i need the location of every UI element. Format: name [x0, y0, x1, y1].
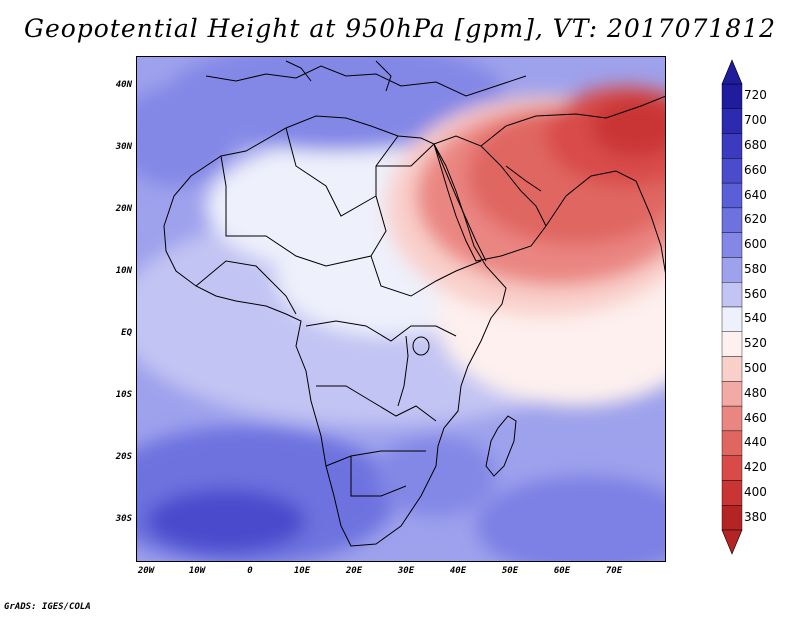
- border-south-africa: [350, 456, 407, 497]
- colorbar-label: 420: [744, 460, 767, 475]
- colorbar-label: 440: [744, 435, 767, 450]
- x-label-20e: 20E: [345, 566, 363, 576]
- arabia-coast: [433, 135, 547, 262]
- field-indian-ocean: [476, 476, 666, 562]
- colorbar-label: 720: [744, 88, 767, 103]
- europe-coast: [205, 65, 527, 97]
- colorbar-cell: [721, 232, 743, 258]
- field-pakistan-core: [591, 96, 666, 156]
- x-label-10w: 10W: [188, 566, 206, 576]
- border-rift: [397, 335, 409, 407]
- colorbar-cell: [721, 480, 743, 506]
- border-west-africa: [195, 260, 297, 315]
- greece-coast: [375, 60, 392, 92]
- colorbar-cell: [721, 182, 743, 209]
- colorbar-cell: [721, 455, 743, 481]
- colorbar-label: 380: [744, 509, 767, 524]
- credit-text: GrADS: IGES/COLA: [4, 602, 91, 612]
- field-south-africa: [376, 436, 496, 516]
- colorbar-cell: [721, 83, 743, 109]
- colorbar-cell: [721, 158, 743, 184]
- colorbar-label: 480: [744, 385, 767, 400]
- y-label-eq: EQ: [121, 328, 132, 338]
- colorbar-cell: [721, 331, 743, 357]
- y-label-20n: 20N: [115, 204, 132, 214]
- y-label-10n: 10N: [115, 266, 132, 276]
- colorbar-cell: [721, 405, 743, 432]
- colorbar-label: 700: [744, 113, 767, 128]
- lake-victoria: [412, 336, 430, 356]
- height-field: [136, 56, 666, 562]
- map-plot-area: [136, 56, 666, 562]
- colorbar-label: 660: [744, 162, 767, 177]
- border-congo-angola: [316, 385, 437, 422]
- colorbar-label: 620: [744, 212, 767, 227]
- x-label-10e: 10E: [293, 566, 311, 576]
- colorbar-cell: [721, 306, 743, 332]
- colorbar-bottom-arrow: [721, 529, 743, 555]
- x-label-70e: 70E: [605, 566, 623, 576]
- colorbar-cell: [721, 282, 743, 308]
- y-label-10s: 10S: [115, 390, 132, 400]
- colorbar-label: 520: [744, 336, 767, 351]
- colorbar-top-arrow: [721, 59, 743, 85]
- border-algeria: [285, 127, 377, 217]
- y-label-40n: 40N: [115, 80, 132, 90]
- x-label-20w: 20W: [137, 566, 155, 576]
- italy-coast: [285, 60, 312, 82]
- border-namibia-botswana: [325, 450, 426, 467]
- colorbar-cell: [721, 257, 743, 283]
- colorbar-label: 680: [744, 137, 767, 152]
- red-sea: [433, 143, 487, 262]
- colorbar-label: 640: [744, 187, 767, 202]
- colorbar-cell: [721, 356, 743, 382]
- colorbar: [721, 59, 743, 555]
- border-equatorial: [305, 320, 457, 342]
- x-label-0: 0: [247, 566, 253, 576]
- x-label-60e: 60E: [553, 566, 571, 576]
- field-mediterranean: [166, 56, 506, 151]
- colorbar-cell: [721, 381, 743, 407]
- colorbar-cell: [721, 207, 743, 233]
- colorbar-label: 580: [744, 261, 767, 276]
- persian-gulf: [505, 165, 542, 192]
- africa-coast: [163, 115, 507, 547]
- chart-title: Geopotential Height at 950hPa [gpm], VT:…: [23, 14, 777, 43]
- madagascar-coast: [485, 415, 517, 477]
- y-label-30s: 30S: [115, 514, 132, 524]
- colorbar-cell: [721, 430, 743, 456]
- colorbar-label: 600: [744, 237, 767, 252]
- colorbar-label: 500: [744, 360, 767, 375]
- field-south-atlantic-core: [146, 489, 306, 553]
- border-libya-egypt: [376, 143, 435, 167]
- y-label-30n: 30N: [115, 142, 132, 152]
- border-sahara: [220, 135, 399, 267]
- colorbar-label: 460: [744, 410, 767, 425]
- border-sudan: [370, 255, 482, 297]
- field-west-atlantic: [136, 86, 236, 186]
- colorbar-label: 560: [744, 286, 767, 301]
- x-label-40e: 40E: [449, 566, 467, 576]
- colorbar-cell: [721, 108, 743, 134]
- x-label-50e: 50E: [501, 566, 519, 576]
- colorbar-cell: [721, 505, 743, 531]
- colorbar-label: 400: [744, 484, 767, 499]
- coastlines: [163, 60, 666, 547]
- asia-coast-north: [480, 95, 666, 147]
- india-coast: [545, 170, 666, 277]
- y-label-20s: 20S: [115, 452, 132, 462]
- colorbar-label: 540: [744, 311, 767, 326]
- x-label-30e: 30E: [397, 566, 415, 576]
- colorbar-cell: [721, 133, 743, 159]
